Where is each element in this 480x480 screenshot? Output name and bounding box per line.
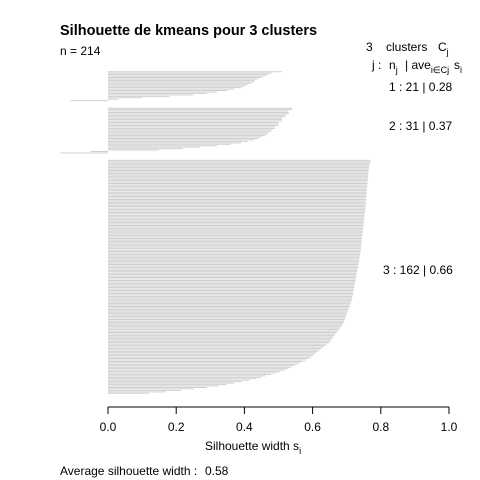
legend-si: si [454, 58, 462, 75]
legend-k: 3 [366, 40, 373, 54]
legend-j: j : [371, 58, 381, 72]
n-label: n = 214 [60, 44, 101, 58]
legend-ave: | avei∈Cj [405, 58, 449, 75]
x-tick-label: 0.8 [372, 420, 389, 434]
cluster-1-stats: 1 : 21 | 0.28 [389, 80, 452, 94]
legend-c: Cj [438, 40, 449, 57]
cluster-3-stats: 3 : 162 | 0.66 [383, 263, 453, 277]
legend-clusters-word: clusters [386, 40, 427, 54]
x-axis: 0.0 0.2 0.4 0.6 0.8 1.0 [100, 406, 458, 434]
x-tick-label: 0.0 [100, 420, 117, 434]
x-axis-label: Silhouette width si [205, 439, 301, 456]
x-tick-label: 0.6 [304, 420, 321, 434]
silhouette-bars [60, 71, 371, 394]
legend-nj: nj [389, 58, 398, 75]
x-tick-label: 0.4 [236, 420, 253, 434]
legend-header: 3 clusters Cj j : nj | avei∈Cj si [366, 40, 462, 75]
chart-title: Silhouette de kmeans pour 3 clusters [60, 23, 317, 39]
x-tick-label: 0.2 [168, 420, 185, 434]
cluster-2-stats: 2 : 31 | 0.37 [389, 119, 452, 133]
average-silhouette-value: 0.58 [205, 464, 229, 478]
x-tick-label: 1.0 [441, 420, 458, 434]
average-silhouette-label: Average silhouette width : [60, 464, 197, 478]
